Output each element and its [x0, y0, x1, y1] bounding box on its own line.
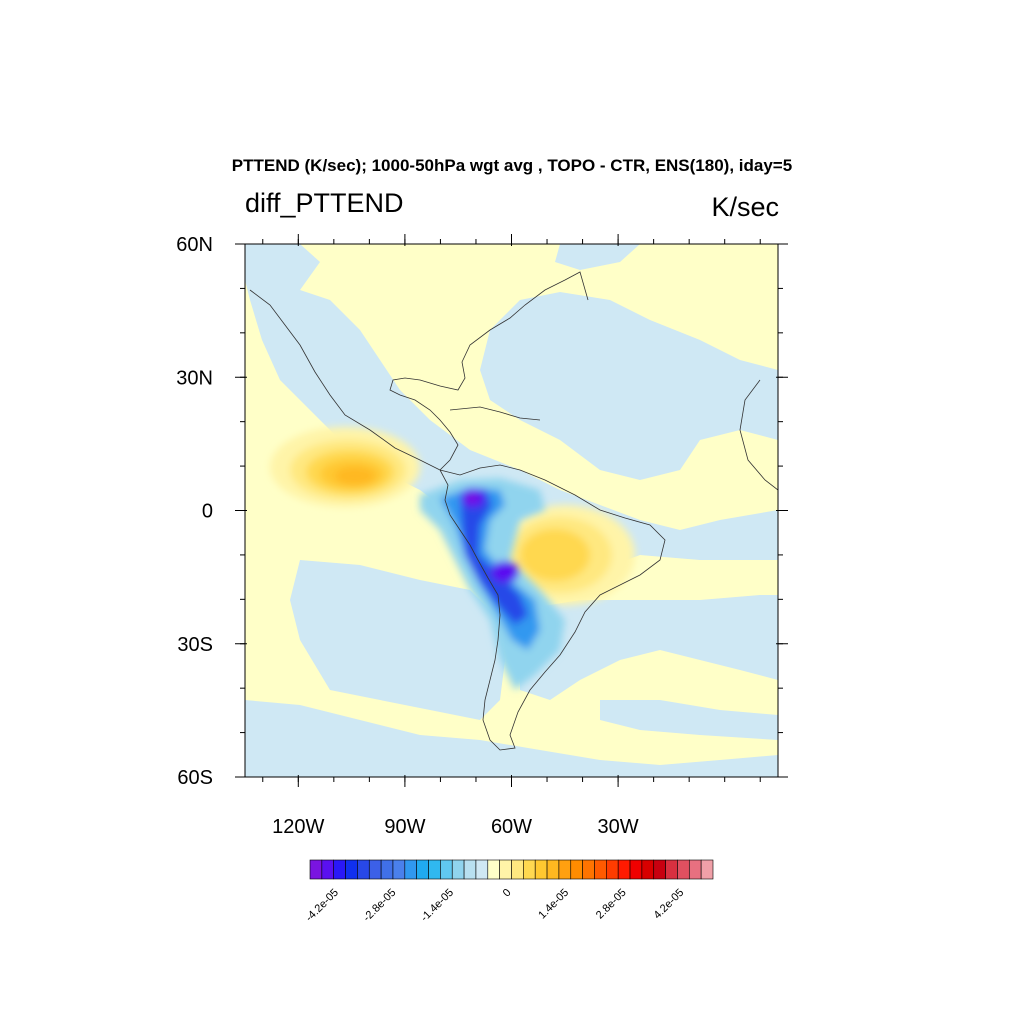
colorbar-swatch [416, 859, 429, 880]
colorbar-label: -1.4e-05 [419, 887, 456, 924]
colorbar-swatch [570, 859, 583, 880]
colorbar-swatch [558, 859, 572, 880]
lat-tick-label: 30N [176, 367, 213, 389]
colorbar-swatch [665, 859, 678, 880]
colorbar-swatch [499, 859, 512, 880]
colorbar [309, 859, 714, 880]
colorbar-swatch [617, 859, 631, 880]
colorbar-label: 1.4e-05 [536, 887, 571, 922]
colorbar-swatch [582, 859, 595, 880]
neg-region-eastern-atlantic-south [600, 700, 778, 740]
neg-region-north-arctic [555, 244, 640, 270]
lat-tick-label: 30S [177, 634, 213, 656]
colorbar-swatch [511, 859, 524, 880]
neg-region-atlantic [480, 292, 778, 480]
colorbar-swatch [380, 859, 394, 880]
colorbar-label: -2.8e-05 [361, 887, 398, 924]
neg-blob-andes [420, 478, 565, 690]
colorbar-swatch [594, 859, 607, 880]
colorbar-label: 4.2e-05 [651, 887, 686, 922]
coast-north-america-west [249, 289, 441, 471]
colorbar-swatch [677, 859, 690, 880]
units-label: K/sec [711, 192, 779, 222]
colorbar-swatch [641, 859, 655, 880]
colorbar-swatch [688, 859, 702, 880]
tick-marks [235, 234, 788, 787]
pos-blob-east-pacific [270, 427, 420, 507]
contour-field [245, 244, 778, 777]
coast-north-america-east [389, 271, 589, 471]
colorbar-swatch [309, 859, 323, 880]
tick-labels: 60N 30N 0 30S 60S 120W 90W 60W 30W [176, 234, 638, 838]
colorbar-swatch [392, 859, 406, 880]
lon-tick-label: 60W [491, 816, 532, 838]
colorbar-label: 2.8e-05 [594, 887, 629, 922]
colorbar-label: -4.2e-05 [303, 887, 340, 924]
coast-africa [739, 379, 778, 491]
colorbar-swatch [440, 859, 453, 880]
colorbar-swatch [487, 859, 500, 880]
colorbar-swatch [546, 859, 560, 880]
colorbar-swatch [606, 859, 619, 880]
lat-tick-label: 60S [177, 767, 213, 789]
neg-region-southeast-pacific [290, 560, 505, 720]
left-string: diff_PTTEND [245, 188, 404, 218]
lon-tick-label: 90W [384, 816, 425, 838]
coastlines [249, 271, 778, 751]
colorbar-swatch [463, 859, 477, 880]
colorbar-swatch [523, 859, 536, 880]
neg-region-south-atlantic [520, 595, 778, 700]
coast-south-america [439, 464, 666, 751]
coast-caribbean [449, 406, 541, 421]
colorbar-swatch [321, 859, 335, 880]
colorbar-swatch [333, 859, 346, 880]
colorbar-swatch [428, 859, 441, 880]
colorbar-swatch [629, 859, 643, 880]
colorbar-swatch [475, 859, 489, 880]
colorbar-swatch [653, 859, 666, 880]
plot-title: PTTEND (K/sec); 1000-50hPa wgt avg , TOP… [231, 156, 793, 175]
colorbar-label: 0 [501, 887, 514, 900]
colorbar-labels: -4.2e-05 -2.8e-05 -1.4e-05 0 1.4e-05 2.8e-05 4… [303, 887, 686, 924]
lat-tick-label: 0 [202, 501, 213, 523]
neg-region-south [245, 700, 778, 777]
colorbar-swatch [345, 859, 358, 880]
colorbar-swatch [534, 859, 548, 880]
colorbar-swatch [368, 859, 382, 880]
lon-tick-label: 30W [598, 816, 639, 838]
colorbar-swatch [357, 859, 370, 880]
lon-tick-label: 120W [272, 816, 324, 838]
colorbar-swatch [700, 859, 714, 880]
colorbar-swatch [451, 859, 465, 880]
lat-tick-label: 60N [176, 234, 213, 256]
colorbar-swatch [404, 859, 417, 880]
